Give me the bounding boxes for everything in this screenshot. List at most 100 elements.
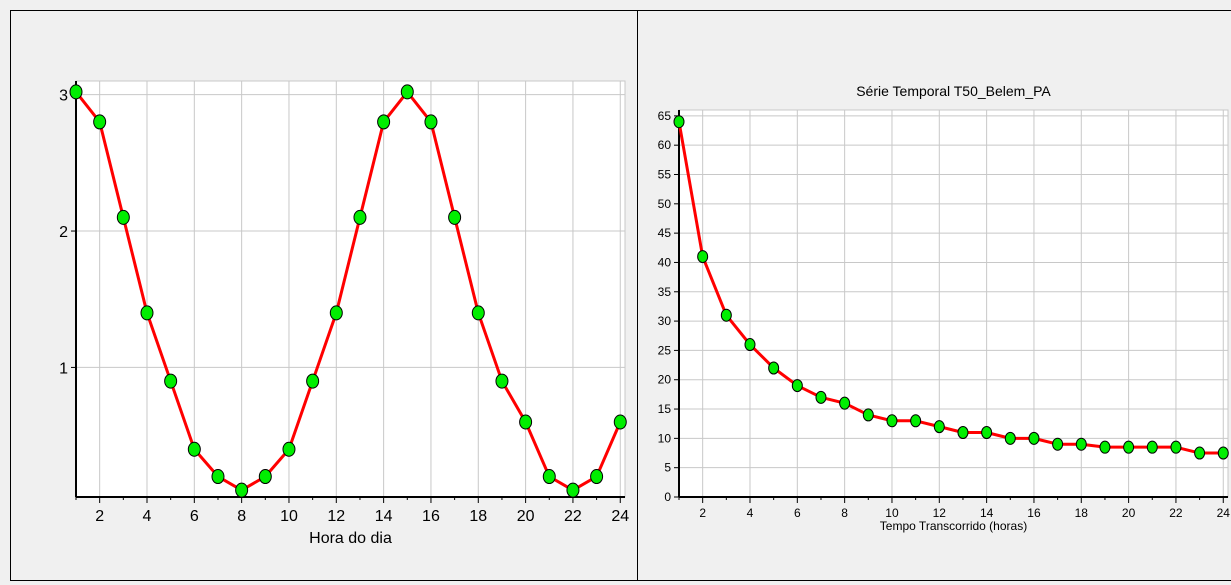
- data-point: [673, 115, 685, 129]
- data-point: [886, 414, 898, 428]
- data-point: [235, 482, 249, 498]
- data-point: [187, 441, 201, 457]
- data-point: [495, 373, 509, 389]
- data-point: [566, 482, 580, 498]
- data-point: [768, 361, 780, 375]
- data-point: [282, 441, 296, 457]
- data-point: [744, 338, 756, 352]
- y-tick-label: 55: [658, 168, 672, 182]
- data-point: [377, 114, 391, 130]
- x-tick-label: 4: [143, 508, 152, 525]
- x-tick-label: 10: [885, 506, 899, 520]
- data-point: [93, 114, 107, 130]
- plot-area: [678, 109, 1229, 498]
- x-tick-label: 24: [1217, 506, 1231, 520]
- data-point: [1146, 440, 1158, 454]
- t50-chart-panel: Série Temporal T50_Belem_PA 2 4 6 8 10 12 14 16 1…: [637, 10, 1231, 581]
- data-point: [519, 414, 533, 430]
- y-tick-label: 10: [658, 431, 672, 445]
- x-tick-label: 6: [190, 508, 199, 525]
- x-tick-label: 4: [747, 506, 754, 520]
- data-point: [1028, 431, 1040, 445]
- x-tick-label: 18: [469, 508, 487, 525]
- y-tick-label: 60: [658, 138, 672, 152]
- data-point: [329, 305, 343, 321]
- data-point: [211, 469, 225, 485]
- t50-time-series-chart: Série Temporal T50_Belem_PA2 4 6 8 10 12 14 16 1…: [658, 83, 1231, 533]
- x-axis-label: Hora do dia: [309, 530, 392, 547]
- x-tick-label: 16: [422, 508, 440, 525]
- data-point: [862, 408, 874, 422]
- data-point: [1099, 440, 1111, 454]
- data-point: [910, 414, 922, 428]
- x-tick-label: 22: [1169, 506, 1183, 520]
- data-point: [306, 373, 320, 389]
- data-point: [720, 308, 732, 322]
- y-tick-label: 40: [658, 255, 672, 269]
- data-point: [116, 209, 130, 225]
- plot-area: [75, 80, 626, 498]
- y-tick-label: 30: [658, 314, 672, 328]
- x-tick-label: 10: [280, 508, 298, 525]
- data-point: [471, 305, 485, 321]
- x-tick-label: 24: [611, 508, 629, 525]
- y-tick-label: 15: [658, 402, 672, 416]
- data-point: [1004, 431, 1016, 445]
- x-tick-label: 20: [517, 508, 535, 525]
- y-tick-label: 35: [658, 285, 672, 299]
- data-point: [258, 469, 272, 485]
- data-point: [69, 84, 83, 100]
- y-tick-label: 2: [59, 224, 68, 241]
- data-point: [697, 250, 709, 264]
- data-point: [1075, 437, 1087, 451]
- y-tick-label: 0: [664, 490, 671, 504]
- data-point: [140, 305, 154, 321]
- data-point: [613, 414, 627, 430]
- x-tick-label: 6: [794, 506, 801, 520]
- x-tick-label: 2: [95, 508, 104, 525]
- y-tick-label: 1: [59, 360, 68, 377]
- x-tick-label: 20: [1122, 506, 1136, 520]
- y-tick-label: 25: [658, 343, 672, 357]
- x-tick-label: 16: [1027, 506, 1041, 520]
- x-tick-label: 18: [1075, 506, 1089, 520]
- y-tick-label: 20: [658, 373, 672, 387]
- x-axis-label: Tempo Transcorrido (horas): [880, 519, 1027, 533]
- data-point: [957, 426, 969, 439]
- y-tick-label: 3: [59, 88, 68, 105]
- x-tick-label: 22: [564, 508, 582, 525]
- tide-chart-panel: Curva da TidalMaré_Belem_PA_3,02m2468101…: [10, 10, 638, 581]
- data-point: [981, 426, 993, 439]
- data-point: [839, 396, 851, 410]
- data-point: [791, 379, 803, 393]
- data-point: [542, 469, 556, 485]
- chart-title: Série Temporal T50_Belem_PA: [856, 83, 1051, 99]
- x-tick-label: 2: [699, 506, 706, 520]
- data-point: [1170, 440, 1182, 454]
- data-point: [815, 390, 827, 404]
- data-point: [353, 209, 367, 225]
- y-tick-label: 65: [658, 109, 672, 123]
- y-tick-label: 50: [658, 197, 672, 211]
- data-point: [424, 114, 438, 130]
- data-point: [1194, 446, 1206, 460]
- data-point: [1123, 440, 1135, 454]
- y-tick-label: 45: [658, 226, 672, 240]
- data-point: [590, 469, 604, 485]
- data-point: [164, 373, 178, 389]
- x-tick-label: 14: [980, 506, 994, 520]
- series-line: [74, 90, 622, 492]
- tide-curve-chart: Curva da TidalMaré_Belem_PA_3,02m2468101…: [59, 80, 629, 547]
- data-point: [400, 84, 414, 100]
- x-tick-label: 8: [237, 508, 246, 525]
- x-tick-label: 8: [841, 506, 848, 520]
- x-tick-label: 12: [933, 506, 947, 520]
- data-point: [1217, 446, 1229, 460]
- x-tick-label: 14: [375, 508, 393, 525]
- y-tick-label: 5: [664, 461, 671, 475]
- data-point: [448, 209, 462, 225]
- data-point: [1052, 437, 1064, 451]
- data-point: [933, 420, 945, 434]
- x-tick-label: 12: [327, 508, 345, 525]
